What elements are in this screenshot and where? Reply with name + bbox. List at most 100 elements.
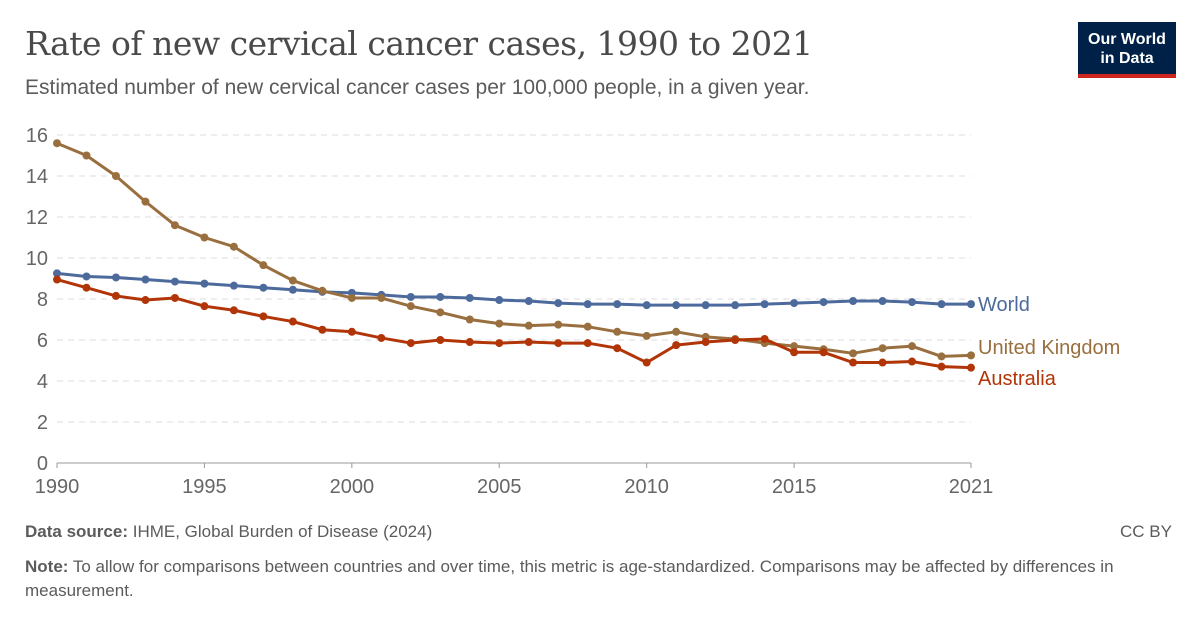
data-point-world bbox=[701, 301, 710, 310]
owid-logo[interactable]: Our World in Data bbox=[1078, 22, 1176, 78]
y-tick-label: 12 bbox=[26, 207, 48, 229]
data-point-united-kingdom bbox=[347, 293, 356, 302]
x-tick-label: 2010 bbox=[624, 476, 669, 498]
data-point-world bbox=[613, 300, 622, 309]
data-point-united-kingdom bbox=[170, 221, 179, 230]
data-point-australia bbox=[672, 341, 681, 350]
data-point-united-kingdom bbox=[937, 352, 946, 361]
data-point-united-kingdom bbox=[672, 327, 681, 336]
data-point-australia bbox=[878, 358, 887, 367]
data-point-australia bbox=[406, 339, 415, 348]
data-point-world bbox=[878, 297, 887, 306]
data-point-united-kingdom bbox=[229, 242, 238, 251]
license[interactable]: CC BY bbox=[1120, 522, 1172, 541]
data-point-australia bbox=[465, 338, 474, 347]
data-point-united-kingdom bbox=[318, 286, 327, 295]
data-point-united-kingdom bbox=[967, 351, 975, 360]
data-point-united-kingdom bbox=[111, 172, 120, 180]
y-tick-label: 2 bbox=[37, 412, 48, 434]
data-point-united-kingdom bbox=[908, 342, 917, 351]
data-source: Data source: IHME, Global Burden of Dise… bbox=[25, 522, 433, 541]
data-point-united-kingdom bbox=[288, 276, 297, 285]
data-point-australia bbox=[613, 344, 622, 353]
data-point-australia bbox=[908, 357, 917, 366]
data-point-united-kingdom bbox=[465, 315, 474, 324]
data-point-world bbox=[849, 297, 858, 306]
series-line-united-kingdom bbox=[56, 141, 972, 358]
data-point-united-kingdom bbox=[495, 319, 504, 328]
x-tick-label: 2005 bbox=[477, 476, 522, 498]
data-point-world bbox=[642, 301, 651, 310]
data-point-australia bbox=[288, 317, 297, 326]
data-point-australia bbox=[967, 363, 975, 372]
data-point-australia bbox=[731, 336, 740, 344]
data-point-united-kingdom bbox=[436, 308, 445, 317]
data-point-australia bbox=[170, 293, 179, 302]
data-point-world bbox=[554, 299, 563, 308]
data-point-world bbox=[259, 283, 268, 292]
data-point-united-kingdom bbox=[524, 321, 533, 330]
y-tick-label: 14 bbox=[26, 166, 48, 188]
data-point-united-kingdom bbox=[554, 320, 563, 329]
data-point-world bbox=[583, 300, 592, 309]
data-point-united-kingdom bbox=[141, 197, 150, 206]
data-point-australia bbox=[53, 275, 61, 284]
y-tick-label: 6 bbox=[37, 330, 48, 352]
data-point-world bbox=[908, 298, 917, 307]
data-point-united-kingdom bbox=[878, 344, 887, 353]
data-point-australia bbox=[377, 333, 386, 342]
x-tick-label: 2021 bbox=[949, 476, 994, 498]
x-tick-label: 2015 bbox=[772, 476, 817, 498]
data-point-united-kingdom bbox=[259, 261, 268, 270]
data-point-world bbox=[141, 275, 150, 284]
data-point-australia bbox=[200, 302, 209, 311]
data-point-world bbox=[200, 279, 209, 288]
data-point-world bbox=[229, 281, 238, 290]
data-point-united-kingdom bbox=[613, 327, 622, 336]
data-point-australia bbox=[819, 348, 828, 357]
data-point-australia bbox=[554, 339, 563, 348]
data-point-united-kingdom bbox=[642, 331, 651, 340]
data-point-world bbox=[790, 299, 799, 308]
data-point-united-kingdom bbox=[53, 139, 61, 148]
data-point-world bbox=[672, 301, 681, 310]
data-point-united-kingdom bbox=[583, 322, 592, 331]
data-point-world bbox=[465, 293, 474, 302]
data-point-australia bbox=[790, 348, 799, 357]
y-tick-label: 4 bbox=[37, 371, 48, 393]
data-point-australia bbox=[495, 339, 504, 348]
chart-subtitle: Estimated number of new cervical cancer … bbox=[25, 76, 810, 99]
data-point-australia bbox=[82, 283, 91, 292]
data-point-united-kingdom bbox=[790, 342, 799, 351]
data-point-australia bbox=[701, 338, 710, 347]
data-point-world bbox=[495, 296, 504, 305]
data-point-australia bbox=[229, 306, 238, 315]
series-label-australia: Australia bbox=[978, 368, 1057, 390]
data-point-australia bbox=[259, 312, 268, 321]
data-point-world bbox=[937, 300, 946, 309]
data-point-united-kingdom bbox=[200, 233, 209, 242]
data-point-world bbox=[967, 300, 975, 309]
x-tick-label: 1990 bbox=[35, 476, 80, 498]
data-point-united-kingdom bbox=[377, 293, 386, 302]
data-point-world bbox=[436, 292, 445, 301]
source-link[interactable]: IHME, Global Burden of Disease (2024) bbox=[132, 522, 433, 541]
data-point-australia bbox=[642, 358, 651, 367]
data-point-united-kingdom bbox=[82, 151, 91, 160]
series-line-world bbox=[56, 271, 971, 307]
data-point-world bbox=[819, 298, 828, 307]
data-point-australia bbox=[849, 358, 858, 367]
data-point-australia bbox=[524, 338, 533, 347]
data-point-world bbox=[53, 269, 61, 278]
data-point-australia bbox=[436, 336, 445, 344]
y-tick-label: 16 bbox=[26, 125, 48, 147]
y-tick-label: 10 bbox=[26, 248, 48, 270]
data-point-australia bbox=[937, 362, 946, 371]
data-point-united-kingdom bbox=[849, 349, 858, 358]
note: Note: To allow for comparisons between c… bbox=[25, 557, 1114, 600]
data-point-world bbox=[760, 300, 769, 309]
data-point-world bbox=[111, 273, 120, 282]
x-tick-label: 2000 bbox=[330, 476, 375, 498]
data-point-united-kingdom bbox=[406, 302, 415, 311]
